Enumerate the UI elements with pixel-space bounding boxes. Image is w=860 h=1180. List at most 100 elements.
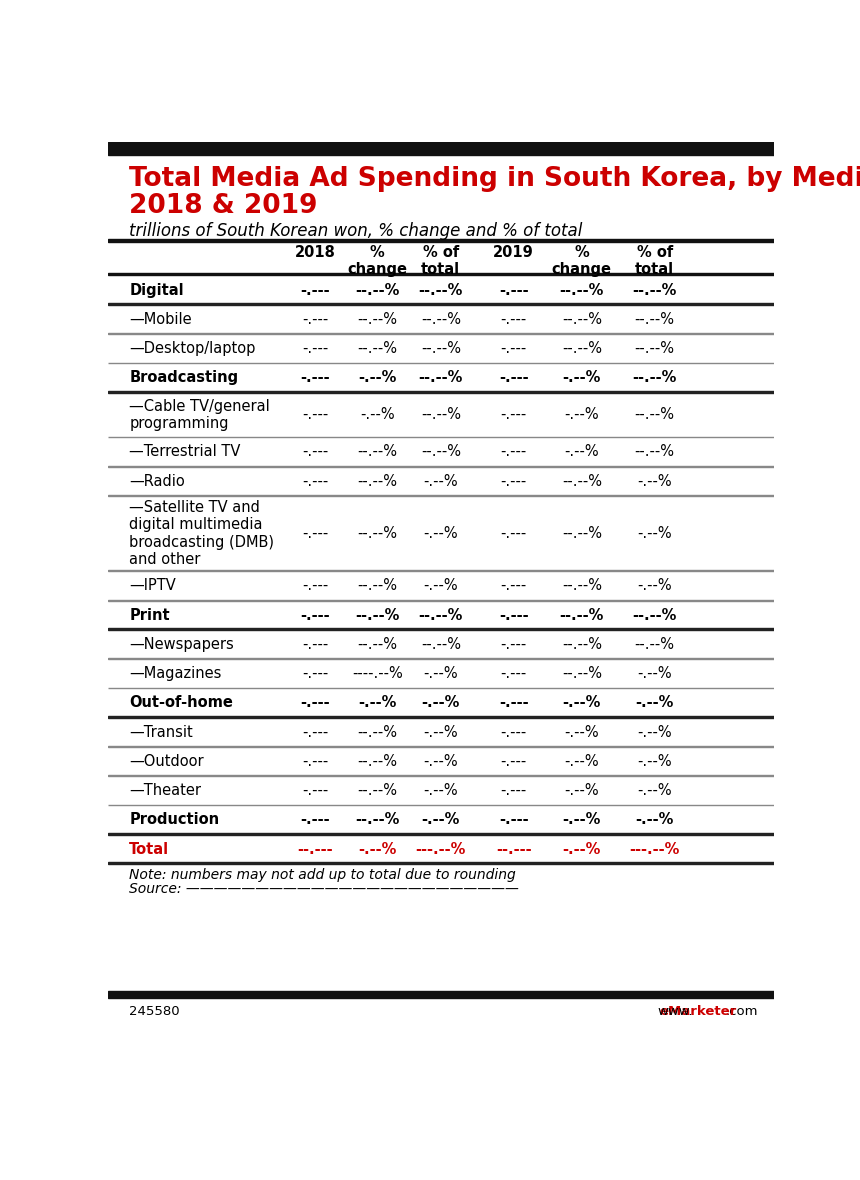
Bar	[108, 273, 774, 275]
Text: --.--%: --.--%	[560, 283, 604, 297]
Text: --.--%: --.--%	[562, 341, 602, 356]
Text: Total: Total	[129, 841, 169, 857]
Text: —Cable TV/general
programming: —Cable TV/general programming	[129, 399, 270, 431]
Text: -.--%: -.--%	[421, 695, 460, 710]
Text: -.--%: -.--%	[637, 754, 672, 769]
Text: .com: .com	[726, 1005, 759, 1018]
Text: -.--%: -.--%	[423, 473, 458, 489]
Text: Source: ————————————————————————: Source: ————————————————————————	[129, 883, 519, 897]
Text: -.---: -.---	[302, 784, 329, 798]
Text: --.--%: --.--%	[421, 341, 461, 356]
Text: -.--%: -.--%	[637, 667, 672, 681]
Text: -.---: -.---	[302, 637, 329, 651]
Text: % of
total: % of total	[635, 244, 674, 277]
Text: --.--%: --.--%	[635, 341, 674, 356]
Text: --.--%: --.--%	[357, 754, 397, 769]
Text: 2018: 2018	[295, 244, 335, 260]
Text: -.--%: -.--%	[423, 526, 458, 540]
Text: --.--%: --.--%	[357, 637, 397, 651]
Text: -.---: -.---	[501, 341, 526, 356]
Text: --.--%: --.--%	[357, 725, 397, 740]
Text: -.--%: -.--%	[636, 813, 674, 827]
Text: -.---: -.---	[300, 283, 330, 297]
Text: --.--%: --.--%	[562, 312, 602, 327]
Text: -.---: -.---	[501, 526, 526, 540]
Text: --.--%: --.--%	[560, 608, 604, 623]
Text: Broadcasting: Broadcasting	[129, 371, 238, 386]
Text: —Desktop/laptop: —Desktop/laptop	[129, 341, 255, 356]
Text: -.---: -.---	[499, 608, 528, 623]
Text: —IPTV: —IPTV	[129, 578, 176, 594]
Text: -.--%: -.--%	[358, 841, 396, 857]
Text: --.--%: --.--%	[419, 371, 463, 386]
Text: -.---: -.---	[302, 667, 329, 681]
Text: -.---: -.---	[302, 725, 329, 740]
Text: -.---: -.---	[300, 813, 330, 827]
Text: %
change: % change	[347, 244, 407, 277]
Text: -.---: -.---	[501, 312, 526, 327]
Text: --.--%: --.--%	[562, 578, 602, 594]
Text: ----.--%: ----.--%	[352, 667, 402, 681]
Text: --.--%: --.--%	[357, 312, 397, 327]
Text: -.--%: -.--%	[423, 754, 458, 769]
Text: —Mobile: —Mobile	[129, 312, 192, 327]
Text: --.--%: --.--%	[357, 445, 397, 459]
Text: % of
total: % of total	[421, 244, 460, 277]
Text: -.---: -.---	[302, 312, 329, 327]
Text: --.--%: --.--%	[421, 637, 461, 651]
Text: -.--%: -.--%	[564, 784, 599, 798]
Text: --.--%: --.--%	[562, 637, 602, 651]
Text: 2018 & 2019: 2018 & 2019	[129, 194, 317, 219]
Text: -.--%: -.--%	[562, 841, 601, 857]
Text: -.---: -.---	[302, 578, 329, 594]
Text: --.--%: --.--%	[421, 312, 461, 327]
Text: --.--%: --.--%	[635, 445, 674, 459]
Text: -.---: -.---	[300, 695, 330, 710]
Text: Out-of-home: Out-of-home	[129, 695, 233, 710]
Text: -.---: -.---	[302, 473, 329, 489]
Bar	[108, 391, 774, 393]
Text: --.--%: --.--%	[562, 526, 602, 540]
Text: -.---: -.---	[501, 407, 526, 422]
Text: --.--%: --.--%	[635, 312, 674, 327]
Bar	[108, 628, 774, 630]
Bar	[108, 303, 774, 304]
Text: -.---: -.---	[300, 371, 330, 386]
Text: -.--%: -.--%	[358, 695, 396, 710]
Text: -.---: -.---	[501, 578, 526, 594]
Text: --.--%: --.--%	[357, 473, 397, 489]
Text: Note: numbers may not add up to total due to rounding: Note: numbers may not add up to total du…	[129, 868, 516, 883]
Text: —Theater: —Theater	[129, 784, 201, 798]
Text: --.--%: --.--%	[419, 283, 463, 297]
Text: —Terrestrial TV: —Terrestrial TV	[129, 445, 241, 459]
Bar	[108, 991, 774, 998]
Text: Digital: Digital	[129, 283, 184, 297]
Text: -.---: -.---	[501, 784, 526, 798]
Text: —Outdoor: —Outdoor	[129, 754, 204, 769]
Text: -.--%: -.--%	[564, 754, 599, 769]
Text: -.--%: -.--%	[564, 445, 599, 459]
Text: -.--%: -.--%	[358, 371, 396, 386]
Text: —Satellite TV and
digital multimedia
broadcasting (DMB)
and other: —Satellite TV and digital multimedia bro…	[129, 500, 274, 568]
Text: -.--%: -.--%	[637, 473, 672, 489]
Text: -.--%: -.--%	[637, 784, 672, 798]
Text: Total Media Ad Spending in South Korea, by Media,: Total Media Ad Spending in South Korea, …	[129, 166, 860, 192]
Text: Production: Production	[129, 813, 219, 827]
Text: -.--%: -.--%	[423, 578, 458, 594]
Text: --.--%: --.--%	[632, 283, 677, 297]
Text: —Magazines: —Magazines	[129, 667, 222, 681]
Text: -.---: -.---	[501, 445, 526, 459]
Text: -.--%: -.--%	[637, 578, 672, 594]
Text: --.---: --.---	[495, 841, 531, 857]
Text: -.---: -.---	[302, 407, 329, 422]
Text: trillions of South Korean won, % change and % of total: trillions of South Korean won, % change …	[129, 223, 582, 241]
Text: -.---: -.---	[501, 473, 526, 489]
Text: --.--%: --.--%	[421, 445, 461, 459]
Text: --.--%: --.--%	[562, 667, 602, 681]
Text: --.--%: --.--%	[355, 813, 399, 827]
Text: --.--%: --.--%	[355, 608, 399, 623]
Text: --.--%: --.--%	[632, 371, 677, 386]
Text: -.--%: -.--%	[423, 667, 458, 681]
Bar	[108, 240, 774, 242]
Text: --.--%: --.--%	[421, 407, 461, 422]
